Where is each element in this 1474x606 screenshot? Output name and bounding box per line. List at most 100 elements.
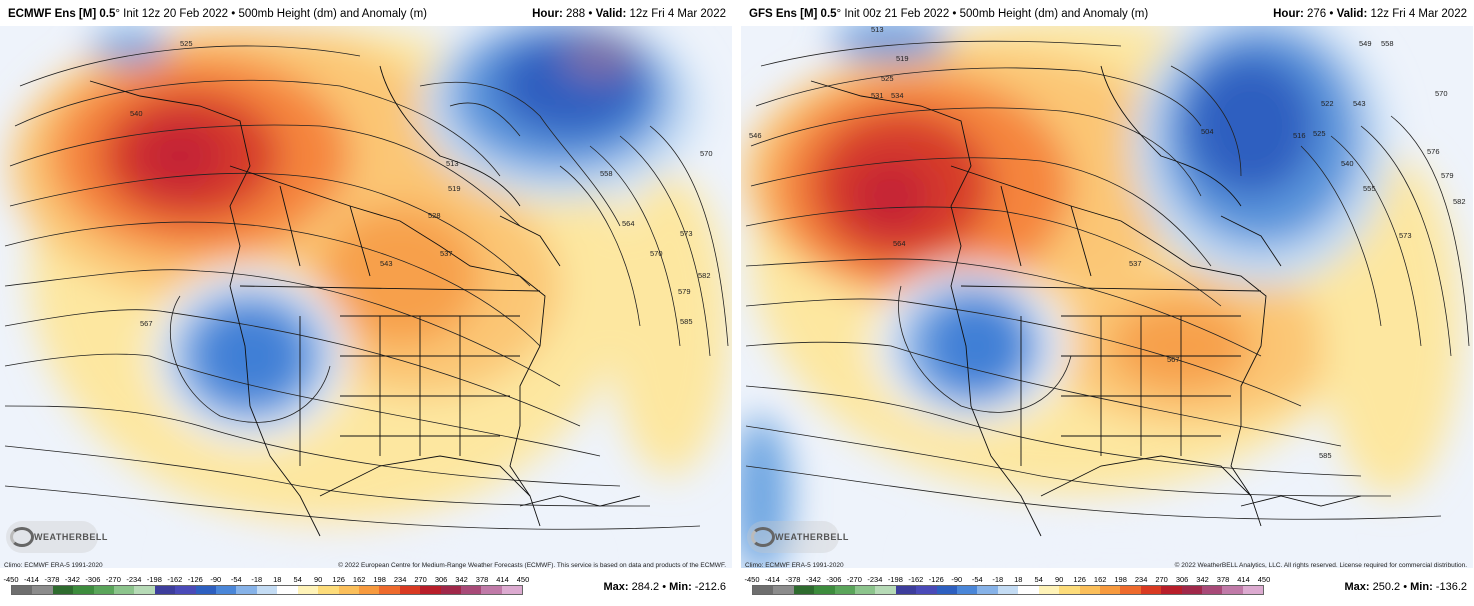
colorbar-swatch: [855, 586, 876, 594]
contour-label: 585: [680, 317, 693, 326]
colorbar-swatch: [134, 586, 155, 594]
colorbar-tick-label: -270: [846, 575, 862, 584]
product-name: 500mb Height (dm) and Anomaly (m): [238, 8, 427, 20]
colorbar-swatch: [793, 586, 815, 594]
contour-label: 579: [1441, 171, 1454, 180]
colorbar-tick-label: 378: [1216, 575, 1230, 584]
colorbar-tick-label: -54: [230, 575, 242, 584]
logo-text: WEATHERBELL: [775, 532, 849, 542]
colorbar-swatch: [399, 586, 421, 594]
contour-label: 543: [380, 259, 393, 268]
valid-label: Valid:: [595, 8, 627, 20]
colorbar-tick-label: 126: [1073, 575, 1086, 584]
colorbar-swatch: [481, 586, 502, 594]
colorbar-swatch: [1079, 586, 1100, 594]
colorbar-swatch: [501, 586, 523, 594]
colorbar-swatch: [338, 586, 359, 594]
climo-note: Climo: ECMWF ERA-5 1991-2020: [745, 562, 844, 569]
contour-label: 564: [893, 239, 906, 248]
colorbar-tick-label: 54: [293, 575, 302, 584]
panel-title: ECMWF Ens [M] 0.5° Init 12z 20 Feb 2022 …: [8, 8, 427, 20]
anomaly-map: 525 540 513 519 528 537 543 558 564 570 …: [0, 26, 732, 568]
colorbar-swatch: [236, 586, 257, 594]
climo-note: Climo: ECMWF ERA-5 1991-2020: [4, 562, 103, 569]
contour-label: 576: [1427, 147, 1440, 156]
colorbar-swatch: [834, 586, 856, 594]
colorbar-swatch: [1018, 586, 1039, 594]
contour-label: 564: [622, 219, 635, 228]
colorbar-tick-label: -198: [887, 575, 903, 584]
colorbar-tick-label: 90: [314, 575, 323, 584]
contour-label: 531: [871, 91, 884, 100]
colorbar-swatch: [32, 586, 53, 594]
colorbar-swatch: [773, 586, 794, 594]
colorbar-swatch: [420, 586, 441, 594]
colorbar-tick-label: 414: [496, 575, 509, 584]
logo-text: WEATHERBELL: [34, 532, 108, 542]
contour-label: 585: [1319, 451, 1332, 460]
colorbar-tick-label: -90: [210, 575, 222, 584]
panel-header: ECMWF Ens [M] 0.5° Init 12z 20 Feb 2022 …: [0, 0, 732, 26]
colorbar-tick-label: 306: [1175, 575, 1189, 584]
contour-label: 543: [1353, 99, 1366, 108]
contour-label: 525: [1313, 129, 1326, 138]
colorbar-tick-label: -450: [3, 575, 19, 584]
contour-label: 573: [1399, 231, 1412, 240]
colorbar-swatch: [1222, 586, 1243, 594]
colorbar-tick-label: -162: [908, 575, 924, 584]
contour-label: 540: [1341, 159, 1354, 168]
contour-label: 558: [600, 169, 613, 178]
copyright-note: © 2022 European Centre for Medium-Range …: [338, 562, 726, 569]
colorbar-swatch: [114, 586, 135, 594]
colorbar: [752, 585, 1264, 595]
max-value: 284.2: [631, 581, 660, 593]
colorbar-swatch: [957, 586, 978, 594]
colorbar-tick-label: -270: [105, 575, 121, 584]
contour-label: 570: [700, 149, 713, 158]
colorbar-tick-label: 18: [273, 575, 282, 584]
colorbar-swatch: [195, 586, 217, 594]
colorbar-tick-label: 90: [1055, 575, 1064, 584]
colorbar-tick-label: -306: [85, 575, 101, 584]
colorbar-tick-label: -126: [187, 575, 203, 584]
colorbar-swatch: [753, 586, 774, 594]
valid-value: 12z Fri 4 Mar 2022: [629, 8, 726, 20]
colorbar-tick-label: 450: [1257, 575, 1271, 584]
colorbar-swatch: [52, 586, 74, 594]
colorbar-tick-label: 198: [373, 575, 386, 584]
colorbar-swatch: [460, 586, 482, 594]
colorbar-tick-label: -234: [126, 575, 142, 584]
hour-label: Hour:: [1273, 8, 1304, 20]
contour-label: 504: [1201, 127, 1214, 136]
logo-swirl-icon: [10, 527, 34, 547]
colorbar-swatch: [895, 586, 917, 594]
colorbar-labels: -450 -414 -378 -342 -306 -270 -234 -198 -162 -126…: [3, 575, 529, 585]
contour-labels: 525 540 513 519 528 537 543 558 564 570 …: [130, 39, 713, 328]
colorbar-swatch: [12, 586, 33, 594]
colorbar-tick-label: 198: [1114, 575, 1127, 584]
colorbar-tick-label: 270: [414, 575, 427, 584]
contour-label: 582: [1453, 197, 1466, 206]
contour-label: 519: [896, 54, 909, 63]
colorbar-tick-label: -18: [251, 575, 263, 584]
colorbar-swatch: [1201, 586, 1223, 594]
colorbar-tick-label: -378: [44, 575, 60, 584]
panel-header: GFS Ens [M] 0.5° Init 00z 21 Feb 2022 • …: [741, 0, 1473, 26]
product-name: 500mb Height (dm) and Anomaly (m): [959, 8, 1149, 20]
colorbar-tick-label: 342: [455, 575, 468, 584]
colorbar-swatch: [256, 586, 278, 594]
contour-label: 555: [1363, 184, 1376, 193]
init-time: Init 00z 21 Feb 2022: [844, 8, 950, 20]
anomaly-map: 513 519 525 531 534 546 504 516 522 525 …: [741, 26, 1473, 568]
colorbar-tick-label: -378: [785, 575, 801, 584]
min-value: -212.6: [694, 581, 726, 593]
colorbar-tick-label: 270: [1155, 575, 1168, 584]
colorbar-swatch: [1161, 586, 1182, 594]
valid-info: Hour: 276 • Valid: 12z Fri 4 Mar 2022: [1273, 8, 1467, 20]
contour-label: 540: [130, 109, 143, 118]
colorbar-swatch: [1140, 586, 1162, 594]
colorbar-swatch: [154, 586, 176, 594]
colorbar-tick-label: -90: [951, 575, 963, 584]
contour-label: 513: [446, 159, 459, 168]
colorbar-swatch: [1120, 586, 1141, 594]
